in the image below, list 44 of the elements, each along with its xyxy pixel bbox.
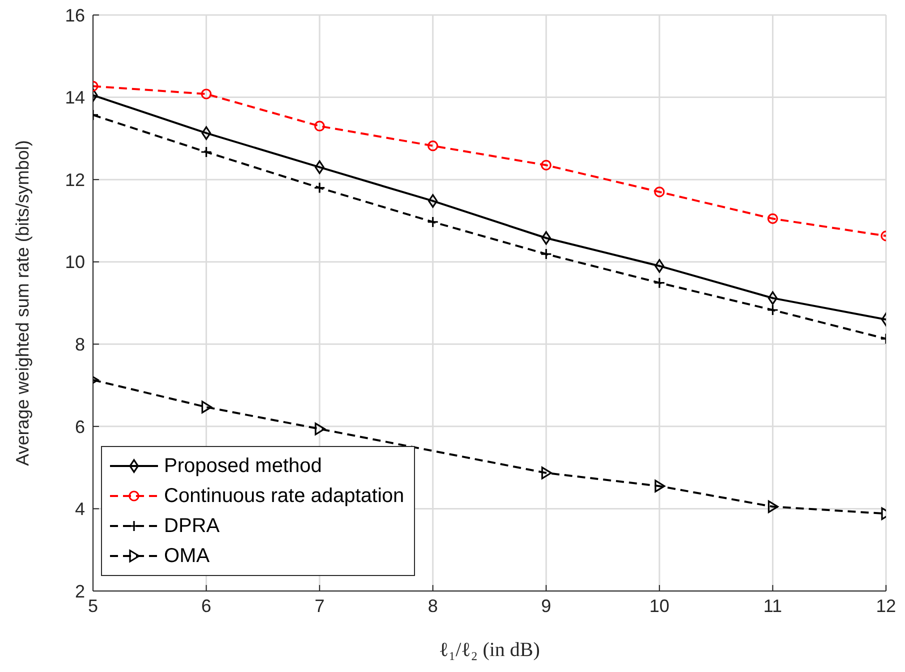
y-tick-label: 12 [64, 170, 85, 190]
point [541, 231, 551, 245]
y-tick-label: 2 [74, 581, 85, 602]
y-tick-label: 6 [74, 416, 85, 437]
legend-label: OMA [164, 544, 210, 568]
y-tick-label: 14 [64, 88, 85, 108]
point [200, 88, 212, 100]
point [314, 120, 325, 132]
point [540, 248, 552, 260]
y-tick-label: 8 [74, 334, 85, 355]
point [654, 277, 666, 289]
point [314, 182, 326, 194]
x-tick-label: 7 [314, 596, 325, 616]
legend-label: DPRA [164, 514, 220, 538]
y-tick-label: 10 [64, 252, 85, 272]
x-axis-title: ℓ₁/ℓ₂ (in dB) [439, 639, 540, 661]
point [654, 480, 666, 492]
legend-label: Continuous rate adaptation [164, 484, 404, 508]
point [428, 194, 438, 208]
y-axis-title: Average weighted sum rate (bits/symbol) [12, 140, 32, 466]
point [654, 186, 665, 198]
point [766, 304, 779, 316]
x-tick-label: 9 [541, 596, 552, 616]
point [767, 213, 778, 224]
point [540, 160, 552, 170]
point [768, 291, 778, 305]
point [768, 500, 779, 513]
x-tick-label: 6 [201, 596, 212, 616]
point [541, 466, 552, 480]
point [428, 140, 438, 152]
point [200, 146, 212, 158]
x-tick-label: 11 [763, 596, 782, 616]
point [201, 400, 212, 414]
legend-label: Proposed method [164, 454, 322, 478]
x-tick-label: 10 [649, 596, 670, 616]
point [201, 126, 212, 140]
x-tick-label: 5 [88, 596, 98, 616]
point [654, 259, 664, 273]
x-tick-label: 8 [428, 596, 438, 616]
x-tick-label: 12 [876, 596, 896, 616]
y-tick-label: 16 [64, 5, 85, 26]
y-tick-label: 4 [74, 499, 85, 520]
point [427, 216, 439, 228]
point [314, 422, 326, 436]
